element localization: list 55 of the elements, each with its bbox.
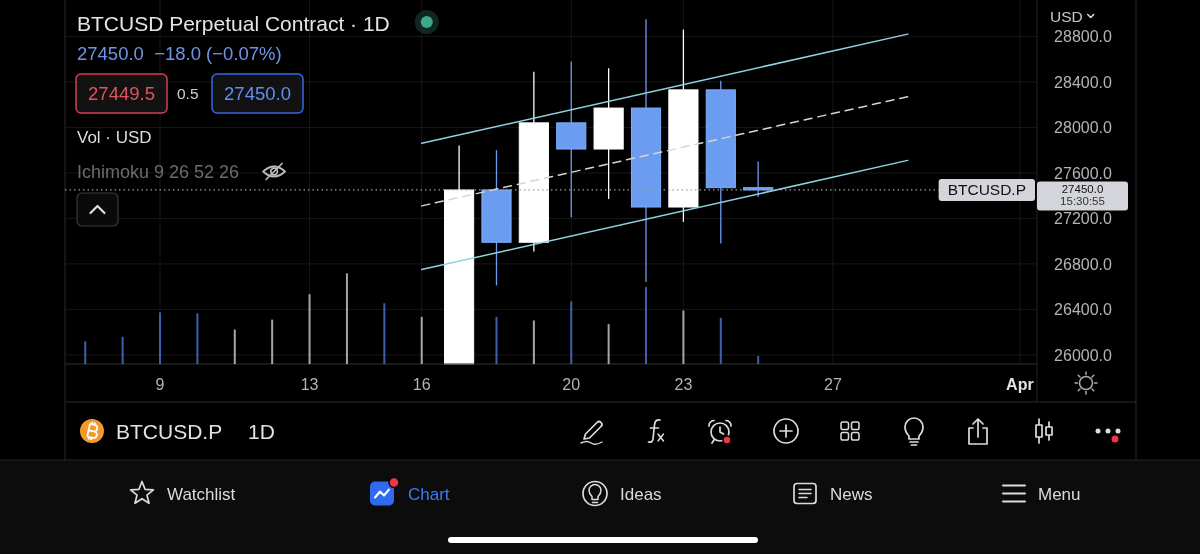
bar <box>495 316 498 364</box>
y-tick-label: 26000.0 <box>1054 346 1113 364</box>
x-tick-label: 13 <box>300 375 319 393</box>
candlestick <box>593 67 624 200</box>
y-tick-label: 27600.0 <box>1054 164 1113 182</box>
y-axis-title: USD <box>1050 8 1083 25</box>
bar <box>420 316 423 364</box>
text: News <box>830 484 873 504</box>
bar <box>84 341 87 364</box>
y-tick-label: 27200.0 <box>1054 210 1113 228</box>
annotation: 27449.5 <box>88 83 155 104</box>
x-tick-label: 27 <box>824 375 842 393</box>
annotation: 0.5 <box>177 85 199 102</box>
y-tick-label: 26800.0 <box>1054 255 1113 273</box>
bar <box>757 355 760 364</box>
text: Menu <box>1038 484 1081 504</box>
bar <box>645 286 648 364</box>
text: Chart <box>408 484 450 504</box>
text: BTCUSD Perpetual Contract · 1D <box>77 11 390 35</box>
annotation: Ichimoku 9 26 52 26 <box>77 161 240 182</box>
y-tick-label: 28800.0 <box>1054 28 1113 46</box>
x-tick-label: Apr <box>1006 375 1034 393</box>
ref-line-label: BTCUSD.P <box>947 181 1026 199</box>
bar <box>570 301 573 364</box>
bar <box>682 310 685 364</box>
candlestick <box>481 149 512 287</box>
bar <box>383 303 386 364</box>
y-tick-label: 26400.0 <box>1054 301 1113 319</box>
bar <box>233 329 236 364</box>
bar <box>196 313 199 364</box>
x-tick-label: 20 <box>562 375 581 393</box>
text: Ideas <box>620 484 662 504</box>
chart-title: Vol · USD <box>77 127 152 147</box>
text: 1D <box>248 420 275 443</box>
bar <box>532 320 535 364</box>
bar <box>121 336 124 364</box>
bar <box>159 312 162 364</box>
x-tick-label: 23 <box>674 375 693 393</box>
annotation: 27450.0 <box>224 83 291 104</box>
bar <box>607 324 610 364</box>
text: Watchlist <box>167 484 236 504</box>
text: 27450.0 −18.0 (−0.07%) <box>77 43 282 64</box>
x-tick-label: 9 <box>155 375 165 393</box>
text: 15:30:55 <box>1060 195 1105 208</box>
bar <box>308 294 311 364</box>
y-tick-label: 28000.0 <box>1054 119 1113 137</box>
bar <box>719 317 722 364</box>
x-tick-label: 16 <box>412 375 431 393</box>
bar <box>271 319 274 364</box>
candlestick <box>518 71 549 253</box>
y-tick-label: 28400.0 <box>1054 73 1113 91</box>
candlestick <box>630 18 662 283</box>
bar <box>345 273 348 364</box>
text: 27450.0 <box>1061 182 1104 195</box>
text: BTCUSD.P <box>116 420 223 443</box>
